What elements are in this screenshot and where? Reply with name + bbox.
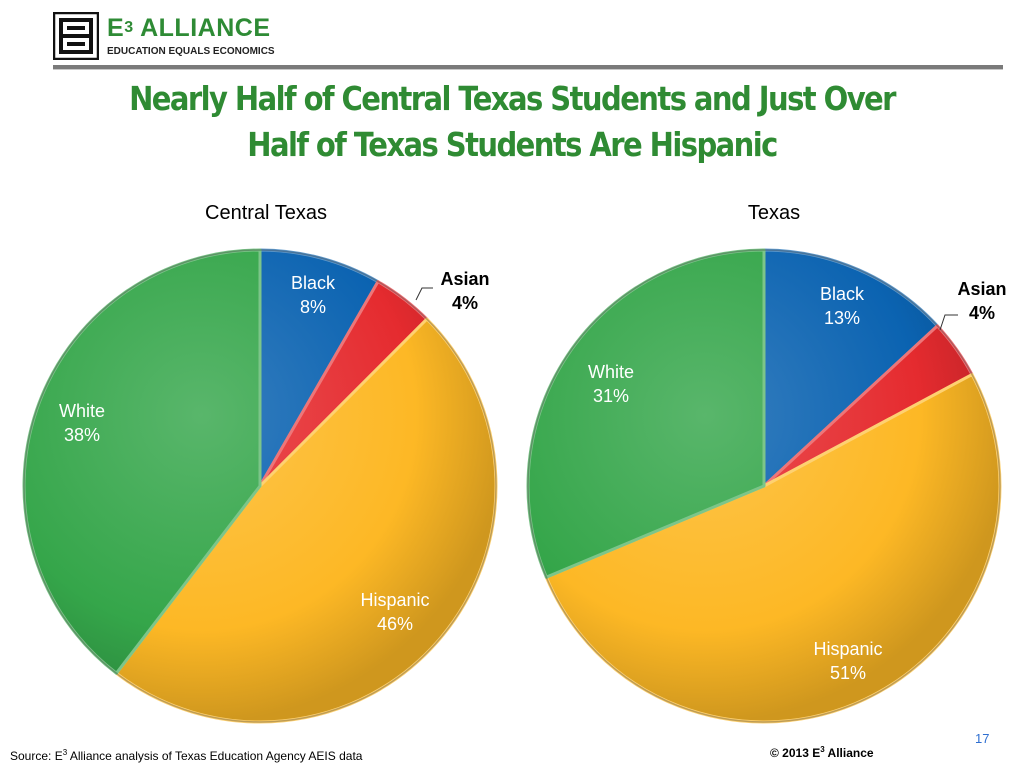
slide-title-line-1: Nearly Half of Central Texas Students an… (129, 79, 896, 118)
copyright-notice: © 2013 E3 Alliance (770, 745, 874, 760)
central-texas-slice-black (258, 248, 380, 488)
slide-title-line-2: Half of Texas Students Are Hispanic (247, 125, 778, 164)
slide-title: Nearly Half of Central Texas Students an… (79, 76, 945, 168)
texas-slice-black (762, 248, 939, 488)
texas-data-label-asian: Asian 4% (957, 279, 1006, 323)
texas-slice-hispanic (544, 373, 1002, 724)
central-texas-data-label-hispanic: Hispanic 46% (360, 590, 429, 634)
header-divider (53, 65, 1003, 70)
texas-pie-rim (527, 249, 1001, 723)
central-texas-leader-line-asian (415, 287, 433, 301)
central-texas-slice-hispanic (114, 317, 498, 724)
central-texas-pie: Central Texas Black 8% Asian 4% Hispanic 46% Wh… (22, 202, 498, 724)
logo-tagline: EDUCATION EQUALS ECONOMICS (107, 46, 275, 57)
central-texas-slice-white (22, 248, 262, 675)
logo-wordmark: E3 ALLIANCE (107, 14, 271, 42)
page-number: 17 (975, 731, 990, 746)
e3-alliance-logo: E3 ALLIANCE EDUCATION EQUALS ECONOMICS (53, 12, 275, 62)
central-texas-data-label-white: White 38% (59, 401, 105, 445)
texas-pie: Texas Black 13% Asian 4% Hispanic 51% White 31% (526, 202, 1007, 724)
central-texas-data-label-black: Black 8% (291, 273, 336, 317)
texas-slice-white (526, 248, 766, 579)
central-texas-chart-title: Central Texas (205, 202, 327, 224)
texas-data-label-black: Black 13% (820, 284, 865, 328)
source-note: Source: E3 Alliance analysis of Texas Ed… (10, 748, 363, 763)
texas-data-label-white: White 31% (588, 362, 634, 406)
texas-leader-line-asian (939, 314, 958, 331)
texas-chart-title: Texas (748, 202, 800, 224)
e3-logo-icon (53, 12, 99, 60)
texas-data-label-hispanic: Hispanic 51% (813, 639, 882, 683)
central-texas-pie-rim (23, 249, 497, 723)
central-texas-data-label-asian: Asian 4% (440, 269, 489, 313)
